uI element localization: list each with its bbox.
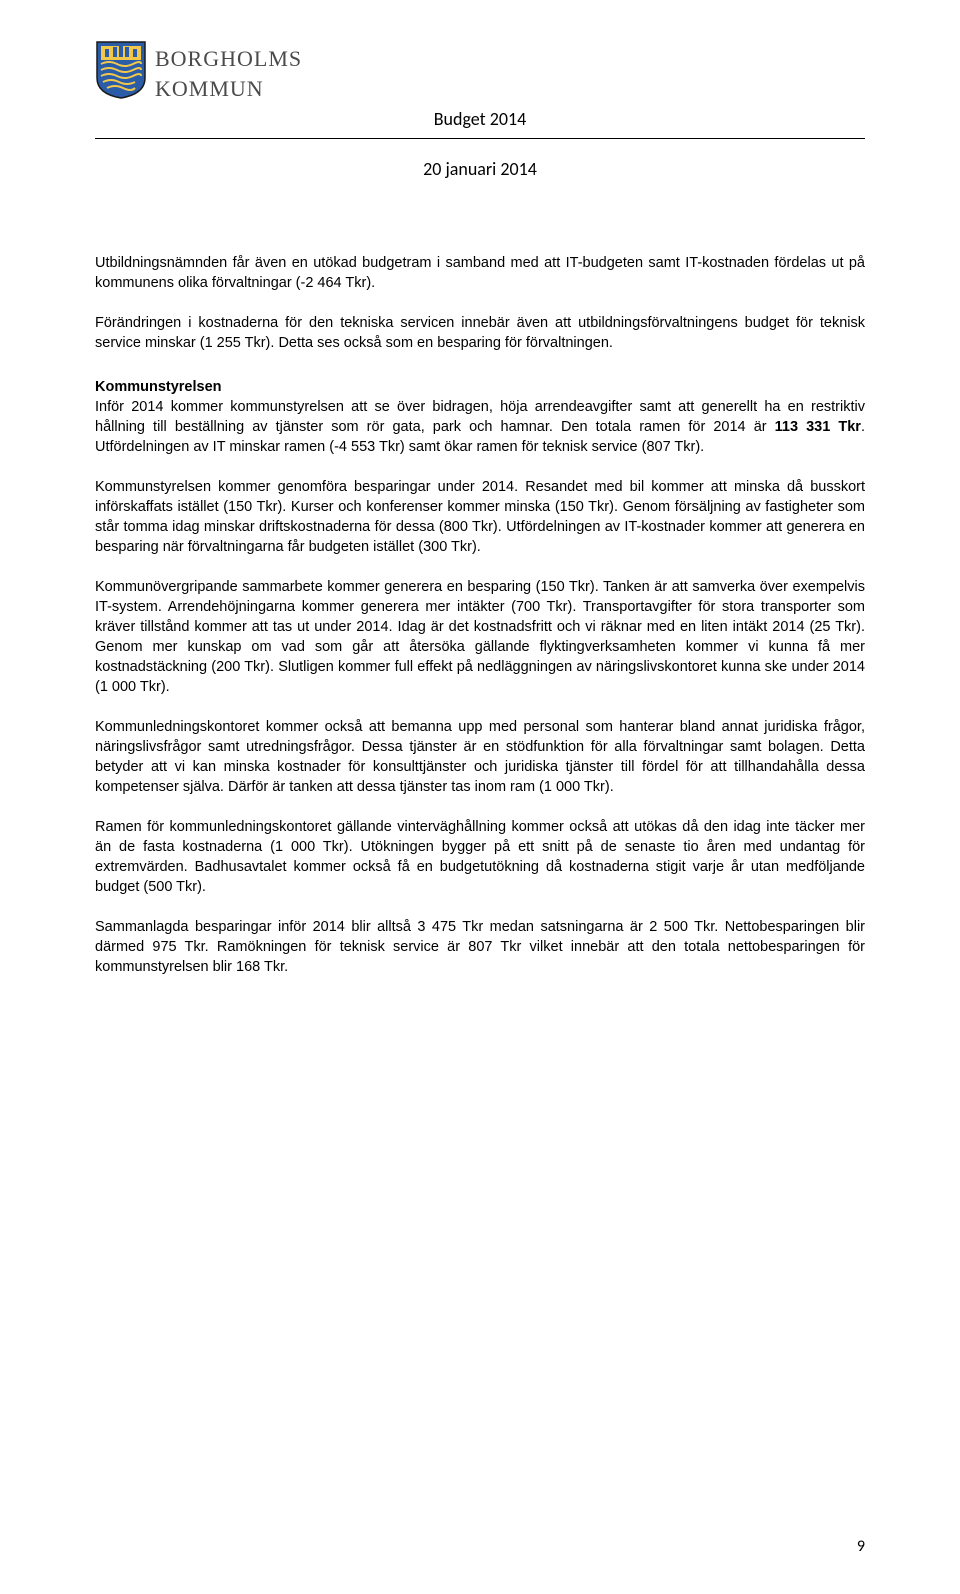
paragraph-3-part-a: Inför 2014 kommer kommunstyrelsen att se… xyxy=(95,399,865,435)
section-heading-kommunstyrelsen: Kommunstyrelsen xyxy=(95,377,865,397)
paragraph-3-bold: 113 331 Tkr xyxy=(775,419,861,435)
paragraph-1: Utbildningsnämnden får även en utökad bu… xyxy=(95,253,865,293)
paragraph-7: Ramen för kommunledningskontoret gälland… xyxy=(95,817,865,897)
org-name-line2: KOMMUN xyxy=(155,74,302,104)
document-body: Utbildningsnämnden får även en utökad bu… xyxy=(95,253,865,977)
paragraph-6: Kommunledningskontoret kommer också att … xyxy=(95,717,865,797)
municipality-crest-icon xyxy=(95,40,147,100)
paragraph-4: Kommunstyrelsen kommer genomföra bespari… xyxy=(95,477,865,557)
header-rule xyxy=(95,138,865,139)
document-title: Budget 2014 xyxy=(95,107,865,132)
paragraph-2: Förändringen i kostnaderna för den tekni… xyxy=(95,313,865,353)
municipality-name: BORGHOLMS KOMMUN xyxy=(155,40,302,105)
document-date: 20 januari 2014 xyxy=(95,157,865,182)
page-header: BORGHOLMS KOMMUN xyxy=(95,40,865,105)
page-number: 9 xyxy=(857,1536,865,1558)
logo-block: BORGHOLMS KOMMUN xyxy=(95,40,302,105)
paragraph-8: Sammanlagda besparingar inför 2014 blir … xyxy=(95,917,865,977)
paragraph-5: Kommunövergripande sammarbete kommer gen… xyxy=(95,577,865,697)
paragraph-3: Inför 2014 kommer kommunstyrelsen att se… xyxy=(95,397,865,457)
document-title-block: Budget 2014 20 januari 2014 xyxy=(95,107,865,182)
org-name-line1: BORGHOLMS xyxy=(155,44,302,74)
